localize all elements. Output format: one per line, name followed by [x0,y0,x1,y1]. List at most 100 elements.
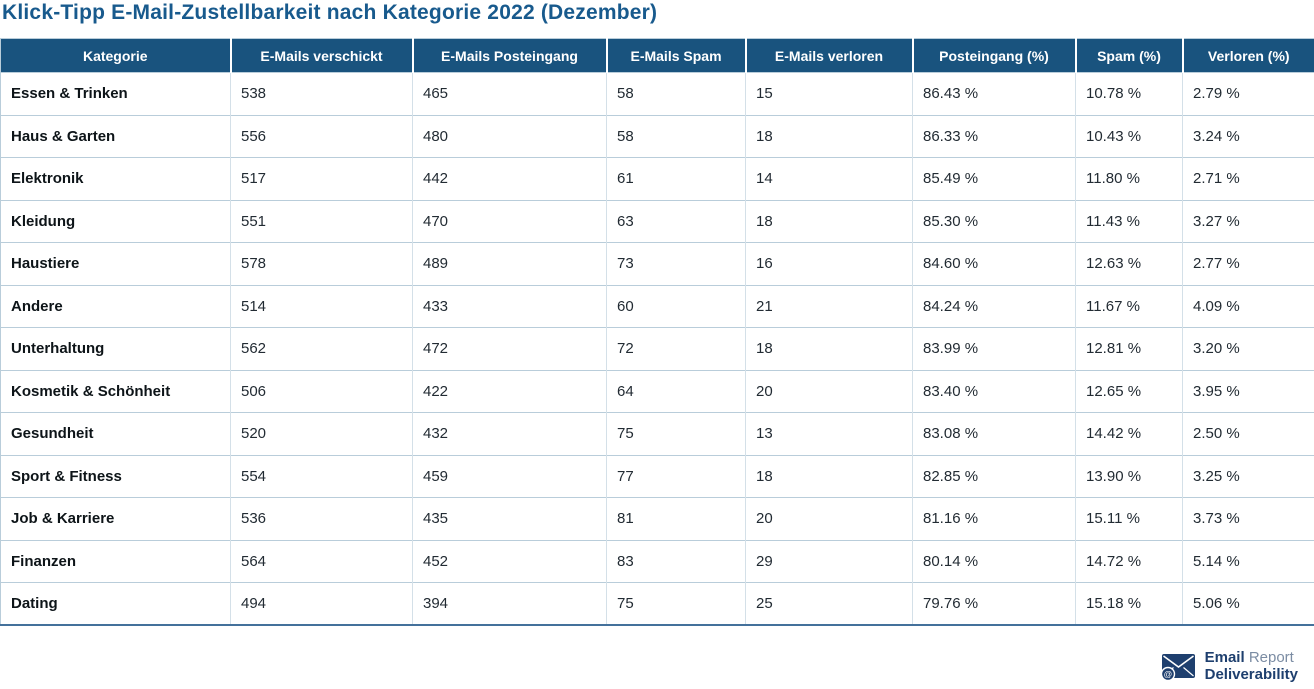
header-row: Kategorie E-Mails verschickt E-Mails Pos… [0,38,1314,73]
page-title: Klick-Tipp E-Mail-Zustellbarkeit nach Ka… [2,1,658,24]
cell-value: 433 [412,284,607,328]
cell-value: 3.20 % [1182,327,1314,370]
cell-category: Haustiere [0,242,231,285]
cell-value: 12.65 % [1075,369,1183,413]
cell-value: 2.71 % [1182,157,1314,200]
svg-text:@: @ [1163,669,1172,679]
cell-value: 79.76 % [912,582,1076,625]
cell-value: 472 [412,327,607,370]
cell-value: 83.99 % [912,327,1076,370]
footer-logo: @ Email Report Deliverability [1159,649,1298,683]
cell-value: 20 [745,369,913,413]
cell-value: 21 [745,284,913,328]
cell-value: 15 [745,72,913,115]
cell-value: 459 [412,454,607,498]
cell-value: 564 [230,539,413,583]
cell-value: 84.60 % [912,242,1076,285]
cell-value: 517 [230,157,413,200]
cell-value: 60 [606,284,746,328]
cell-value: 2.79 % [1182,72,1314,115]
envelope-at-icon: @ [1160,653,1195,681]
cell-value: 25 [745,582,913,625]
cell-value: 2.77 % [1182,242,1314,285]
cell-value: 554 [230,454,413,498]
cell-value: 480 [412,114,607,158]
column-header-spam: E-Mails Spam [605,38,746,73]
brand-word-email: Email [1204,649,1245,666]
cell-value: 81.16 % [912,497,1076,540]
cell-value: 14.72 % [1075,539,1183,583]
cell-value: 77 [606,454,746,498]
cell-value: 18 [745,454,913,498]
table-row: Andere 514 433 60 21 84.24 % 11.67 % 4.09 % [0,284,1314,328]
cell-value: 64 [606,369,746,413]
cell-value: 394 [412,582,607,625]
brand-line2: Deliverability [1204,665,1298,683]
cell-value: 489 [412,242,607,285]
cell-value: 520 [230,412,413,455]
cell-value: 452 [412,539,607,583]
cell-value: 465 [412,72,607,115]
cell-value: 86.33 % [912,114,1076,158]
brand-text: Email Report Deliverability [1204,649,1298,683]
cell-value: 3.95 % [1182,369,1314,413]
cell-value: 506 [230,369,413,413]
cell-value: 10.78 % [1075,72,1183,115]
cell-value: 3.27 % [1182,199,1314,243]
cell-value: 81 [606,497,746,540]
table-row: Elektronik 517 442 61 14 85.49 % 11.80 % 2.71 % [0,157,1314,200]
column-header-verschickt: E-Mails verschickt [229,38,413,73]
cell-value: 86.43 % [912,72,1076,115]
cell-value: 83.08 % [912,412,1076,455]
column-header-kategorie: Kategorie [0,38,231,73]
cell-value: 11.80 % [1075,157,1183,200]
cell-value: 551 [230,199,413,243]
cell-value: 536 [230,497,413,540]
table-row: Dating 494 394 75 25 79.76 % 15.18 % 5.06 % [0,582,1314,625]
cell-category: Kleidung [0,199,231,243]
cell-value: 18 [745,199,913,243]
cell-value: 2.50 % [1182,412,1314,455]
cell-category: Sport & Fitness [0,454,231,498]
cell-value: 75 [606,582,746,625]
cell-value: 556 [230,114,413,158]
cell-value: 3.25 % [1182,454,1314,498]
column-header-verloren-pct: Verloren (%) [1181,38,1314,73]
cell-value: 3.73 % [1182,497,1314,540]
cell-value: 83.40 % [912,369,1076,413]
cell-value: 514 [230,284,413,328]
cell-value: 84.24 % [912,284,1076,328]
cell-value: 82.85 % [912,454,1076,498]
cell-value: 5.14 % [1182,539,1314,583]
cell-category: Dating [0,582,231,625]
cell-value: 3.24 % [1182,114,1314,158]
cell-value: 20 [745,497,913,540]
table-row: Sport & Fitness 554 459 77 18 82.85 % 13.90 % 3… [0,454,1314,498]
cell-value: 80.14 % [912,539,1076,583]
cell-value: 14.42 % [1075,412,1183,455]
cell-value: 72 [606,327,746,370]
cell-value: 11.43 % [1075,199,1183,243]
cell-value: 61 [606,157,746,200]
column-header-posteingang-pct: Posteingang (%) [911,38,1076,73]
table-row: Haustiere 578 489 73 16 84.60 % 12.63 % 2.77 % [0,242,1314,285]
cell-category: Job & Karriere [0,497,231,540]
cell-value: 11.67 % [1075,284,1183,328]
deliverability-table: Kategorie E-Mails verschickt E-Mails Pos… [0,38,1314,626]
cell-value: 14 [745,157,913,200]
cell-category: Kosmetik & Schönheit [0,369,231,413]
cell-value: 5.06 % [1182,582,1314,625]
cell-value: 75 [606,412,746,455]
cell-value: 63 [606,199,746,243]
cell-value: 13.90 % [1075,454,1183,498]
cell-value: 422 [412,369,607,413]
brand-word-report: Report [1248,649,1294,666]
column-header-posteingang: E-Mails Posteingang [411,38,607,73]
cell-value: 18 [745,327,913,370]
table-row: Essen & Trinken 538 465 58 15 86.43 % 10.78 % 2… [0,72,1314,115]
table-row: Haus & Garten 556 480 58 18 86.33 % 10.43 % 3.2… [0,114,1314,158]
cell-value: 4.09 % [1182,284,1314,328]
table-body: Essen & Trinken 538 465 58 15 86.43 % 10.78 % 2… [0,72,1314,625]
table-header: Kategorie E-Mails verschickt E-Mails Pos… [0,38,1314,73]
